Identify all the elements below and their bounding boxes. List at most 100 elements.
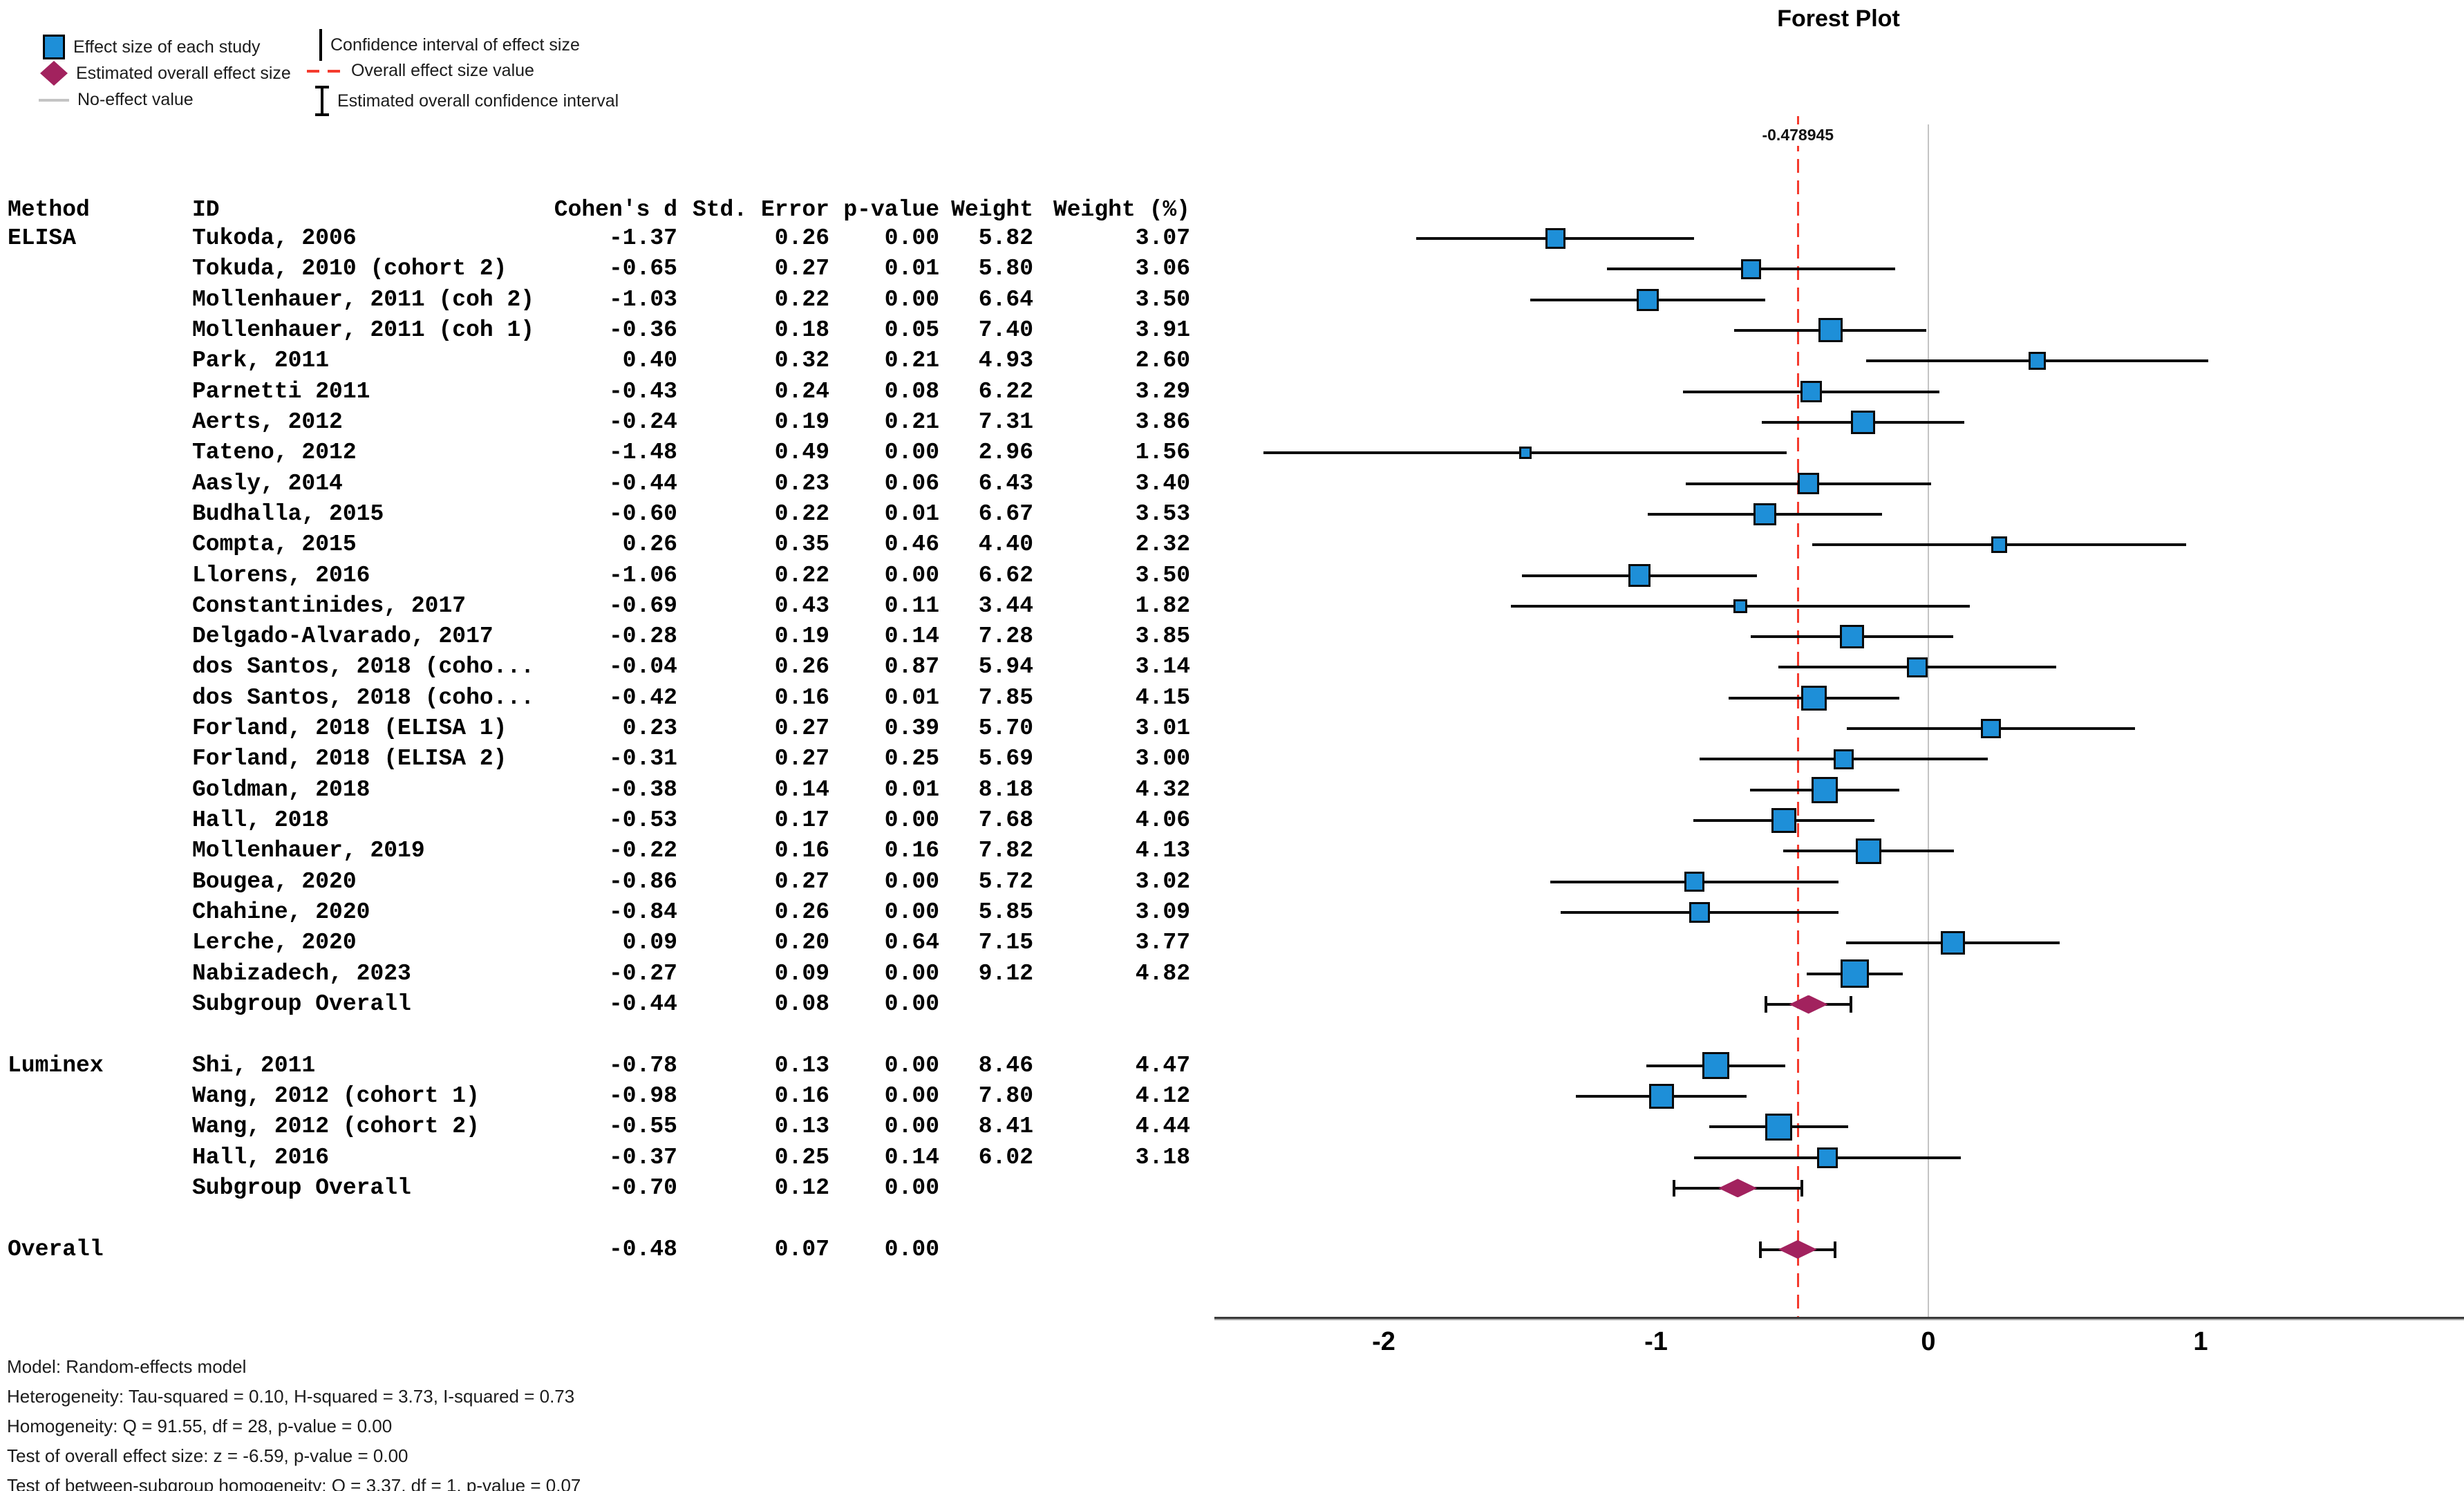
table-row: Luminex Shi, 2011 -0.78 0.13 0.00 8.46 4.47 [0,1051,1216,1081]
table-cell: 0.16 [884,838,939,864]
legend-label: Confidence interval of effect size [330,35,580,55]
effect-size-square [2028,352,2047,371]
table-cell: 4.06 [1135,807,1190,834]
table-cell: 2.96 [978,440,1033,466]
effect-size-square [1941,931,1965,955]
table-cell: 3.00 [1135,746,1190,772]
table-cell: 3.29 [1135,378,1190,404]
table-row: Mollenhauer, 2011 (coh 2) -1.03 0.22 0.00 6.… [0,285,1216,315]
table-cell: 0.19 [774,409,829,435]
table-cell: 0.01 [884,500,939,527]
effect-size-square [1628,564,1651,587]
table-row: Llorens, 2016 -1.06 0.22 0.00 6.62 3.50 [0,561,1216,591]
table-cell: 0.00 [884,286,939,312]
table-cell: 3.01 [1135,715,1190,742]
table-cell: 0.16 [774,1082,829,1109]
table-cell: -1.06 [608,562,677,588]
table-cell: Lerche, 2020 [192,930,357,956]
table-cell: 0.09 [774,960,829,986]
table-cell: 4.15 [1135,684,1190,711]
table-cell: Method [8,197,90,223]
table-cell: 0.22 [774,286,829,312]
table-cell: 7.28 [978,623,1033,650]
table-cell: Mollenhauer, 2011 (coh 2) [192,286,535,312]
table-row: Mollenhauer, 2011 (coh 1) -0.36 0.18 0.05 7.… [0,315,1216,346]
x-tick-label: 1 [2193,1327,2208,1356]
effect-size-square [1818,318,1843,343]
table-cell: -0.36 [608,317,677,343]
table-cell: 0.46 [884,532,939,558]
overall-effect-diamond [1789,995,1828,1014]
table-row: Mollenhauer, 2019 -0.22 0.16 0.16 7.82 4.13 [0,836,1216,866]
table-cell: 0.19 [774,623,829,650]
table-cell: -0.98 [608,1082,677,1109]
table-cell: Delgado-Alvarado, 2017 [192,623,493,650]
table-row: Hall, 2018 -0.53 0.17 0.00 7.68 4.06 [0,805,1216,836]
table-row: Lerche, 2020 0.09 0.20 0.64 7.15 3.77 [0,928,1216,958]
table-cell: 0.43 [774,592,829,619]
table-cell: 3.85 [1135,623,1190,650]
table-cell: 0.13 [774,1114,829,1140]
effect-size-square [1840,624,1864,649]
table-cell: Nabizadech, 2023 [192,960,411,986]
table-row: Budhalla, 2015 -0.60 0.22 0.01 6.67 3.53 [0,499,1216,529]
table-row: Overall -0.48 0.07 0.00 [0,1235,1216,1265]
table-cell: 0.87 [884,654,939,680]
table-row: Tokuda, 2010 (cohort 2) -0.65 0.27 0.01 5.80… [0,254,1216,284]
table-cell: 0.13 [774,1052,829,1078]
table-cell: 0.11 [884,592,939,619]
table-cell: 4.12 [1135,1082,1190,1109]
table-cell: 0.27 [774,868,829,894]
table-row: Parnetti 2011 -0.43 0.24 0.08 6.22 3.29 [0,377,1216,407]
table-cell: Cohen's d [554,197,677,223]
table-cell: 2.60 [1135,348,1190,374]
table-cell: Std. Error [692,197,829,223]
model-note-line: Model: Random-effects model [7,1356,247,1377]
table-cell: -0.44 [608,470,677,496]
table-cell: 0.01 [884,776,939,803]
table-cell: 0.00 [884,868,939,894]
table-header-row: Method ID Cohen's d Std. Error p-value Weight… [0,195,1216,225]
table-cell: 6.62 [978,562,1033,588]
table-cell: 0.00 [884,1114,939,1140]
x-axis-line [1214,1317,2464,1320]
table-row: Aasly, 2014 -0.44 0.23 0.06 6.43 3.40 [0,469,1216,499]
table-cell: 5.72 [978,868,1033,894]
table-cell: Goldman, 2018 [192,776,370,803]
table-cell: 0.00 [884,991,939,1017]
effect-size-square [1648,1083,1675,1109]
table-cell: 3.44 [978,592,1033,619]
table-cell: 3.06 [1135,256,1190,282]
model-notes: Model: Random-effects model Heterogeneity… [7,1352,581,1491]
legend-item-overall-effect: Estimated overall effect size [40,61,291,86]
table-row: Bougea, 2020 -0.86 0.27 0.00 5.72 3.02 [0,867,1216,897]
effect-size-square [1689,902,1710,923]
study-square-icon [43,35,65,59]
table-cell: 0.00 [884,807,939,834]
table-cell: 9.12 [978,960,1033,986]
overall-effect-line [1797,116,1800,1317]
model-note-line: Test of between-subgroup homogeneity: Q … [7,1475,581,1491]
table-cell: Tukoda, 2006 [192,225,357,251]
table-cell: 6.02 [978,1144,1033,1170]
table-cell: 6.43 [978,470,1033,496]
table-cell: 5.82 [978,225,1033,251]
table-cell: 0.39 [884,715,939,742]
table-cell: -0.31 [608,746,677,772]
table-cell: 4.32 [1135,776,1190,803]
table-cell: Hall, 2016 [192,1144,330,1170]
table-cell: 0.26 [622,532,677,558]
table-cell: 0.17 [774,807,829,834]
table-cell: 0.32 [774,348,829,374]
table-cell: 0.25 [774,1144,829,1170]
table-cell: 0.00 [884,562,939,588]
table-cell: Subgroup Overall [192,1174,411,1201]
table-cell: 7.15 [978,930,1033,956]
table-cell: 0.16 [774,684,829,711]
effect-size-square [1981,718,2001,739]
table-row: Subgroup Overall -0.70 0.12 0.00 [0,1173,1216,1203]
table-cell: 5.80 [978,256,1033,282]
table-cell: -0.28 [608,623,677,650]
table-cell: 0.35 [774,532,829,558]
